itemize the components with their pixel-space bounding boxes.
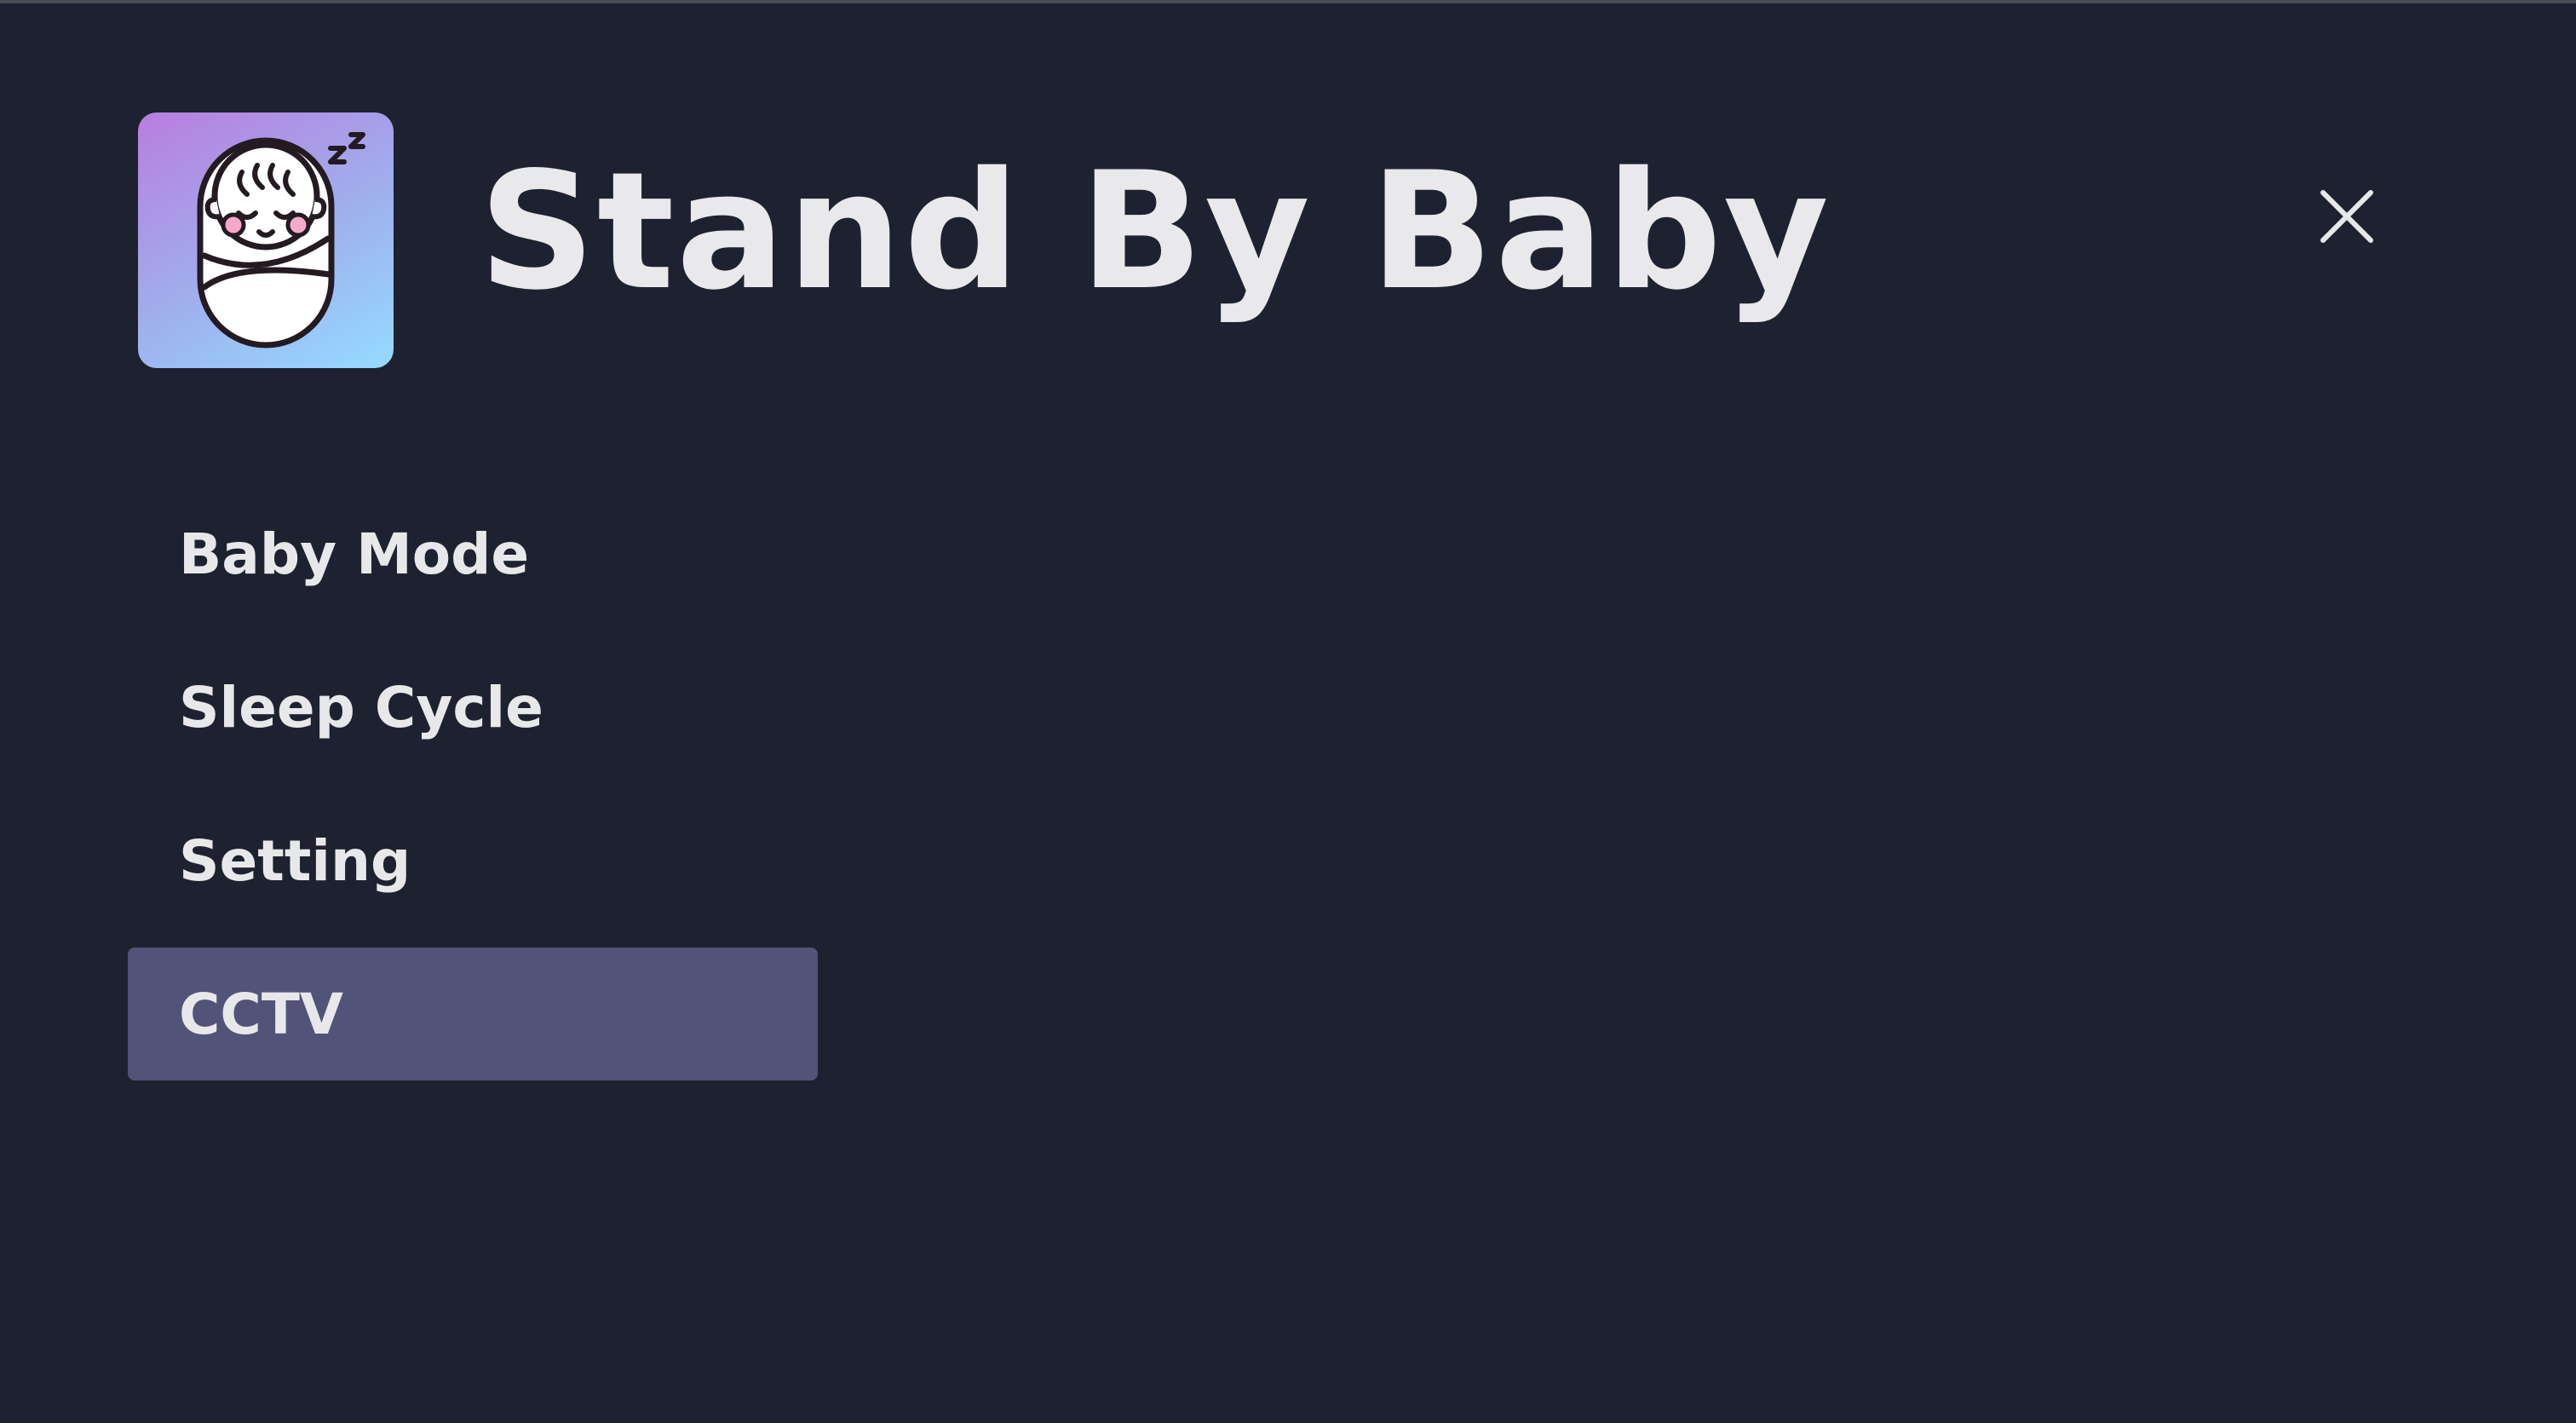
menu-item-label: CCTV <box>179 981 343 1047</box>
header: Stand By Baby <box>138 111 1831 370</box>
sleeping-baby-icon <box>197 132 365 349</box>
close-icon[interactable] <box>2320 189 2374 244</box>
navigation-menu: Baby Mode Sleep Cycle Setting CCTV <box>128 487 818 1101</box>
menu-item-label: Baby Mode <box>179 521 530 587</box>
close-button[interactable] <box>2309 178 2385 255</box>
menu-item-label: Setting <box>179 827 411 894</box>
menu-item-label: Sleep Cycle <box>179 674 543 740</box>
app-title: Stand By Baby <box>479 137 1831 326</box>
menu-item-setting[interactable]: Setting <box>128 794 818 927</box>
app-logo <box>138 112 394 368</box>
menu-item-cctv[interactable]: CCTV <box>128 948 818 1080</box>
menu-item-sleep-cycle[interactable]: Sleep Cycle <box>128 641 818 774</box>
menu-item-baby-mode[interactable]: Baby Mode <box>128 487 818 620</box>
